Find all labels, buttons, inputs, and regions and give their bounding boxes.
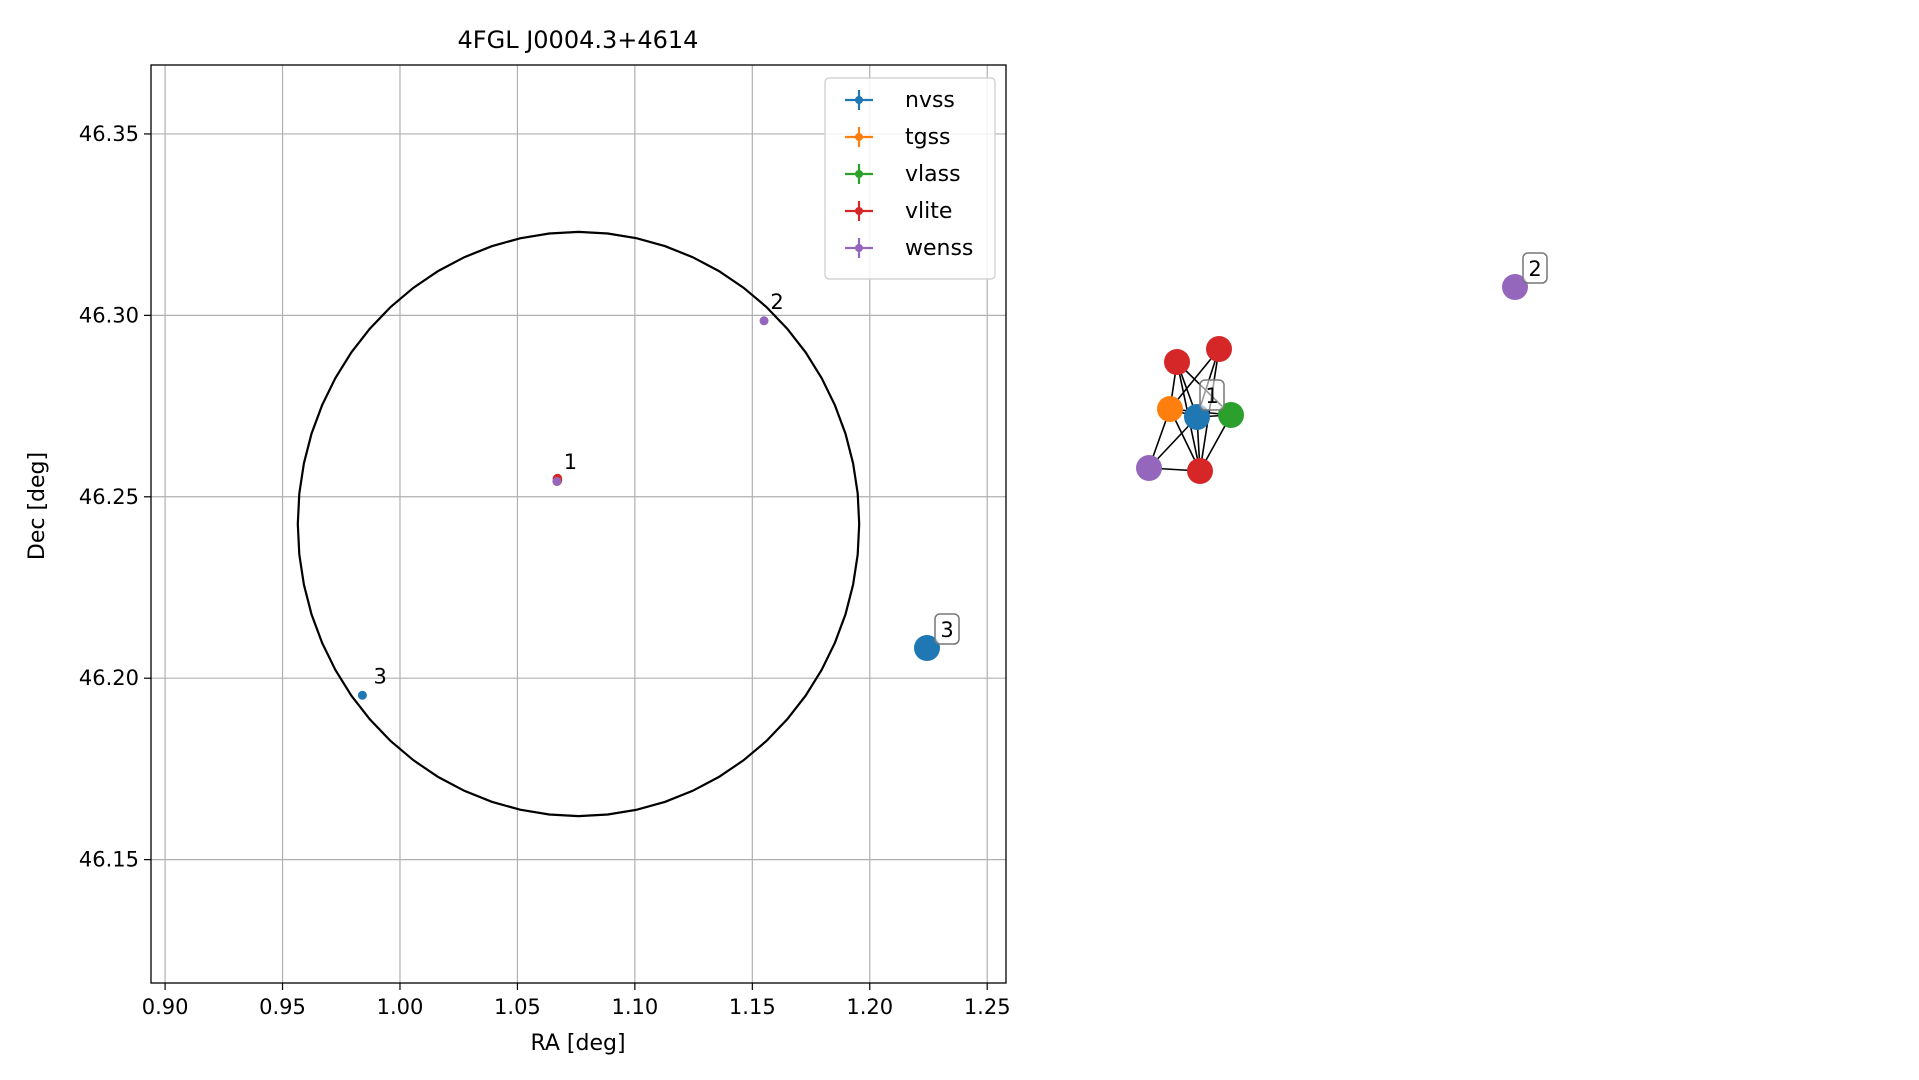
legend-box — [824, 77, 996, 280]
graph-node-label: 3 — [934, 613, 960, 645]
point-annotation: 2 — [770, 290, 783, 314]
legend-marker-dot — [855, 96, 863, 104]
legend-entry-nvss: nvss — [845, 88, 955, 113]
chart-title: 4FGL J0004.3+4614 — [458, 26, 699, 54]
point-annotations: 1 2 3 — [373, 290, 783, 688]
legend-label: nvss — [905, 88, 955, 113]
label-box — [934, 613, 960, 645]
y-tick-label: 46.25 — [79, 485, 139, 509]
label-text: 1 — [1205, 384, 1218, 408]
axes-frame — [150, 64, 1007, 984]
graph-node-wenss — [1136, 455, 1162, 481]
graph-node-nvss — [914, 635, 940, 661]
legend: nvss tgss vlass vlite wenss — [824, 77, 996, 280]
x-tick-label: 1.10 — [611, 995, 658, 1019]
y-tick-label: 46.35 — [79, 122, 139, 146]
legend-marker-dot — [855, 244, 863, 252]
data-point-wenss — [552, 477, 562, 487]
label-box — [1522, 252, 1548, 284]
x-tick-label: 0.95 — [259, 995, 306, 1019]
legend-label: tgss — [905, 125, 951, 150]
network-graph: 1 2 3 — [914, 252, 1548, 661]
graph-node-vlite — [1164, 349, 1190, 375]
y-axis-ticks: 46.15 46.20 46.25 46.30 46.35 — [79, 122, 151, 872]
graph-node-labels: 1 2 3 — [934, 252, 1548, 645]
point-annotation: 1 — [564, 450, 577, 474]
legend-entry-vlite: vlite — [845, 199, 952, 224]
legend-label: vlass — [905, 162, 961, 187]
label-box — [1199, 379, 1225, 411]
label-text: 2 — [1528, 257, 1541, 281]
y-tick-label: 46.20 — [79, 666, 139, 690]
legend-marker-dot — [855, 207, 863, 215]
legend-entry-wenss: wenss — [845, 236, 973, 261]
graph-node-wenss — [1502, 274, 1528, 300]
legend-label: wenss — [905, 236, 973, 261]
legend-entry-tgss: tgss — [845, 125, 951, 150]
x-axis-label: RA [deg] — [530, 1031, 625, 1056]
legend-marker-dot — [855, 170, 863, 178]
data-point-nvss — [357, 690, 367, 700]
point-annotation: 3 — [373, 665, 386, 689]
legend-label: vlite — [905, 199, 952, 224]
y-tick-label: 46.30 — [79, 303, 139, 327]
y-tick-label: 46.15 — [79, 848, 139, 872]
x-tick-label: 1.00 — [377, 995, 424, 1019]
data-points — [357, 316, 769, 700]
label-text: 3 — [940, 618, 953, 642]
graph-node-vlass — [1218, 402, 1244, 428]
legend-entry-vlass: vlass — [845, 162, 961, 187]
y-axis-label: Dec [deg] — [25, 452, 50, 560]
scatter-plot: 1 2 3 0.90 0.95 1.00 1.05 1.10 1.15 1.20 1.25 46.… — [25, 26, 1011, 1056]
x-axis-ticks: 0.90 0.95 1.00 1.05 1.10 1.15 1.20 1.25 — [142, 983, 1011, 1019]
graph-node-tgss — [1157, 396, 1183, 422]
x-tick-label: 1.15 — [729, 995, 776, 1019]
error-ellipse — [296, 230, 861, 818]
legend-marker-dot — [855, 133, 863, 141]
x-tick-label: 1.05 — [494, 995, 541, 1019]
x-tick-label: 0.90 — [142, 995, 189, 1019]
data-point-wenss — [759, 316, 769, 326]
x-tick-label: 1.20 — [846, 995, 893, 1019]
graph-node-vlite — [1187, 458, 1213, 484]
graph-node-vlite — [1206, 336, 1232, 362]
x-tick-label: 1.25 — [964, 995, 1011, 1019]
graph-node-label: 1 — [1199, 379, 1225, 411]
graph-node-label: 2 — [1522, 252, 1548, 284]
